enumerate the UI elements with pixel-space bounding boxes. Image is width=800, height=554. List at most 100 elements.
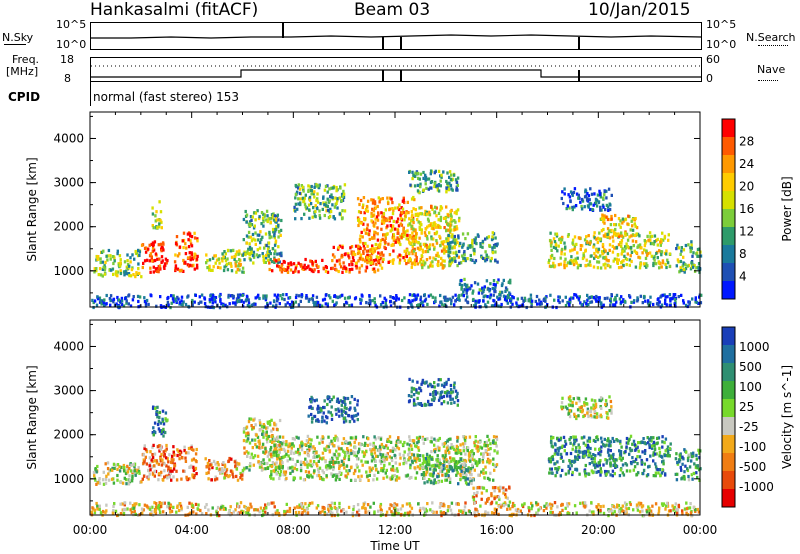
power-cell	[416, 218, 419, 222]
velocity-cell	[378, 450, 382, 454]
power-cell	[649, 301, 652, 305]
power-cell	[336, 197, 339, 201]
power-cell	[357, 249, 360, 253]
velocity-cell	[331, 456, 334, 460]
power-cell	[524, 298, 527, 302]
power-cell	[138, 295, 142, 299]
power-cell	[172, 294, 175, 298]
velocity-cell	[480, 452, 483, 456]
velocity-cell	[283, 470, 286, 474]
power-cell	[439, 205, 443, 209]
velocity-cell	[274, 466, 278, 470]
velocity-cell	[316, 455, 319, 459]
power-cell	[416, 171, 420, 175]
velocity-cell	[105, 474, 108, 478]
power-cell	[621, 300, 624, 304]
velocity-cell	[374, 454, 378, 458]
power-cell	[95, 303, 99, 307]
power-cell	[488, 289, 491, 293]
velocity-cell	[391, 449, 395, 453]
velocity-cell	[145, 462, 149, 466]
velocity-cell	[447, 474, 450, 478]
power-cell	[311, 298, 314, 302]
velocity-cell	[456, 403, 459, 407]
power-cell	[590, 254, 593, 258]
power-cell	[560, 196, 563, 201]
power-cell	[353, 297, 357, 301]
velocity-cell	[265, 437, 269, 441]
velocity-cell	[370, 449, 373, 453]
power-cell	[276, 293, 280, 297]
power-cell	[435, 225, 438, 229]
power-cell	[424, 182, 427, 186]
power-cell	[410, 241, 413, 245]
velocity-cell	[275, 454, 279, 458]
power-cell	[603, 193, 606, 197]
power-colorbar-frame	[721, 118, 736, 300]
velocity-cell	[439, 462, 442, 466]
power-cell	[447, 233, 450, 237]
power-cell	[370, 198, 373, 202]
power-cell	[374, 221, 377, 225]
power-cell	[261, 252, 264, 256]
velocity-cell	[447, 390, 451, 395]
velocity-cell	[469, 459, 472, 463]
power-cell	[360, 298, 363, 302]
velocity-cell	[488, 461, 491, 465]
velocity-cell	[431, 384, 434, 389]
velocity-cell	[420, 382, 423, 386]
power-cell	[635, 232, 638, 236]
power-cell	[439, 225, 442, 230]
power-cell	[340, 192, 344, 196]
power-cell	[570, 260, 573, 264]
power-cell	[444, 295, 447, 299]
power-cell	[301, 196, 305, 200]
velocity-cell	[367, 437, 370, 441]
power-cell	[427, 224, 431, 228]
power-cell	[392, 233, 395, 237]
power-cell	[380, 266, 384, 270]
power-cell	[379, 303, 383, 307]
power-cell	[109, 294, 113, 298]
power-cell	[597, 247, 601, 251]
velocity-cell	[270, 464, 274, 469]
power-cell	[322, 266, 325, 270]
velocity-cell	[434, 392, 437, 396]
velocity-cell	[372, 478, 375, 482]
power-cell	[424, 250, 427, 254]
power-cell	[404, 251, 408, 255]
power-cell	[159, 304, 163, 308]
power-cell	[628, 294, 631, 298]
power-cell	[598, 231, 601, 235]
velocity-cell	[398, 462, 401, 466]
velocity-cell	[248, 468, 251, 472]
power-cell	[271, 227, 275, 232]
power-cell	[360, 264, 364, 268]
power-cell	[270, 213, 274, 217]
power-cell	[343, 183, 347, 187]
velocity-cell	[208, 467, 211, 471]
power-cell	[376, 238, 380, 242]
velocity-cell	[463, 463, 466, 467]
power-cell	[557, 263, 561, 267]
power-cell	[269, 257, 272, 262]
power-cell	[217, 257, 220, 261]
power-cell	[437, 183, 441, 187]
power-cell	[664, 262, 667, 266]
power-cell	[131, 298, 135, 302]
power-cell	[690, 243, 693, 247]
velocity-cell	[443, 460, 446, 464]
velocity-cell	[156, 422, 160, 427]
velocity-cell	[477, 440, 480, 444]
power-cell	[610, 228, 613, 233]
power-cell	[125, 301, 128, 305]
power-cell	[607, 234, 610, 238]
velocity-cell	[160, 463, 164, 467]
power-cell	[403, 249, 406, 253]
power-cell	[149, 266, 152, 270]
power-ylabel: Slant Range [km]	[25, 157, 39, 261]
power-cell	[384, 298, 388, 302]
power-cell	[650, 254, 653, 258]
velocity-cell	[275, 437, 279, 441]
power-cell	[699, 301, 703, 305]
